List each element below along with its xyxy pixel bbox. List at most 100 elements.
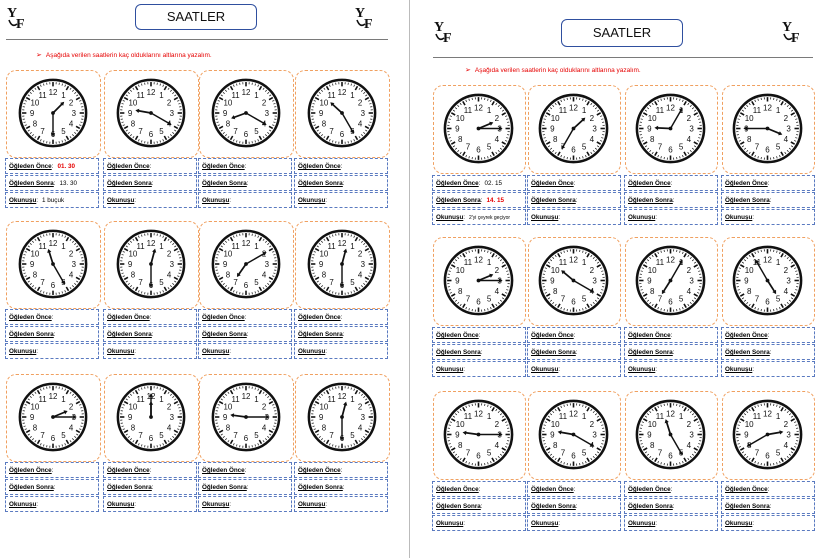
answer-before-noon-field[interactable]: Öğleden Önce: [432,327,526,343]
answer-after-noon-field[interactable]: Öğleden Sonra: [624,344,718,360]
svg-text:11: 11 [38,91,47,100]
answer-before-noon-field[interactable]: Öğleden Önce: [198,309,292,325]
answer-before-noon-field[interactable]: Öğleden Önce: [624,175,718,191]
answer-after-noon-field[interactable]: Öğleden Sonra: [624,192,718,208]
answer-before-noon-field[interactable]: Öğleden Önce: [294,462,388,478]
answer-after-noon-field[interactable]: Öğleden Sonra: [721,344,815,360]
answer-after-noon-field[interactable]: Öğleden Sonra: [721,192,815,208]
answer-after-noon-field[interactable]: Öğleden Sonra: [527,344,621,360]
answer-before-noon-field[interactable]: Öğleden Önce: [527,481,621,497]
answer-before-noon-field[interactable]: Öğleden Önce: [294,158,388,174]
answer-after-noon-field[interactable]: Öğleden Sonra: [198,326,292,342]
answer-after-noon-field[interactable]: Öğleden Sonra: [527,192,621,208]
answer-after-noon-field[interactable]: Öğleden Sonra: [432,344,526,360]
svg-text:7: 7 [561,295,566,304]
answer-before-noon-field[interactable]: Öğleden Önce: [294,309,388,325]
answer-before-noon-field[interactable]: Öğleden Önce: 01. 30 [5,158,99,174]
answer-reading-field[interactable]: Okunuşu: [294,343,388,359]
answer-reading-field[interactable]: Okunuşu: [527,515,621,531]
answer-before-noon-field[interactable]: Öğleden Önce: [721,327,815,343]
svg-text:5: 5 [679,295,684,304]
answer-reading-field[interactable]: Okunuşu: [721,515,815,531]
answer-after-noon-field[interactable]: Öğleden Sonra: [103,175,197,191]
answer-after-noon-field[interactable]: Öğleden Sonra: [527,498,621,514]
answer-before-noon-field[interactable]: Öğleden Önce: [5,309,99,325]
answer-after-noon-field[interactable]: Öğleden Sonra: [294,479,388,495]
answer-before-noon-field[interactable]: Öğleden Önce: [721,175,815,191]
answer-reading-field[interactable]: Okunuşu: [5,343,99,359]
svg-text:3: 3 [264,260,269,269]
clock-card: 123456789101112 [528,391,621,480]
answer-before-noon-field[interactable]: Öğleden Önce: [721,481,815,497]
answer-reading-field[interactable]: Okunuşu: [198,496,292,512]
answer-after-noon-label: Öğleden Sonra [531,197,576,204]
answer-reading-field[interactable]: Okunuşu: [721,209,815,225]
answer-before-noon-field[interactable]: Öğleden Önce: [5,462,99,478]
answer-after-noon-field[interactable]: Öğleden Sonra: 14. 15 [432,192,526,208]
svg-text:F: F [16,17,25,30]
svg-text:12: 12 [241,88,250,97]
svg-text:5: 5 [350,431,355,440]
answer-reading-field[interactable]: Okunuşu: [103,192,197,208]
answer-reading-field[interactable]: Okunuşu: [294,192,388,208]
answer-after-noon-field[interactable]: Öğleden Sonra: [5,326,99,342]
svg-text:7: 7 [138,127,142,136]
answer-after-noon-field[interactable]: Öğleden Sonra: [103,479,197,495]
answer-reading-field[interactable]: Okunuşu: [198,192,292,208]
answer-after-noon-field[interactable]: Öğleden Sonra: [103,326,197,342]
answer-reading-field[interactable]: Okunuşu: [432,515,526,531]
worksheet-title: SAATLER [135,4,257,30]
answer-reading-label: Okunuşu [9,197,37,204]
answer-reading-field[interactable]: Okunuşu: [103,496,197,512]
answer-after-noon-field[interactable]: Öğleden Sonra: [432,498,526,514]
answer-before-noon-field[interactable]: Öğleden Önce: [103,462,197,478]
answer-before-noon-field[interactable]: Öğleden Önce: [198,158,292,174]
svg-text:3: 3 [169,109,174,118]
answer-reading-field[interactable]: Okunuşu: [721,361,815,377]
answer-before-noon-label: Öğleden Önce [531,332,574,339]
answer-before-noon-field[interactable]: Öğleden Önce: [432,481,526,497]
answer-reading-field[interactable]: Okunuşu: [527,209,621,225]
answer-before-noon-field[interactable]: Öğleden Önce: [103,158,197,174]
answer-before-noon-field[interactable]: Öğleden Önce: 02. 15 [432,175,526,191]
answer-before-noon-field[interactable]: Öğleden Önce: [527,175,621,191]
answer-reading-field[interactable]: Okunuşu: [527,361,621,377]
svg-text:4: 4 [357,119,362,128]
svg-text:7: 7 [466,143,471,152]
answer-reading-field[interactable]: Okunuşu: [198,343,292,359]
answer-before-noon-label: Öğleden Önce [436,332,479,339]
answer-after-noon-field[interactable]: Öğleden Sonra: [624,498,718,514]
svg-text:4: 4 [784,135,789,144]
svg-text:5: 5 [776,449,781,458]
svg-text:11: 11 [559,258,568,267]
answer-before-noon-field[interactable]: Öğleden Önce: [527,327,621,343]
answer-reading-field[interactable]: Okunuşu: [103,343,197,359]
answer-before-noon-label: Öğleden Önce [107,163,150,170]
svg-text:2: 2 [357,98,361,107]
answer-before-noon-field[interactable]: Öğleden Önce: [624,327,718,343]
answer-reading-field[interactable]: Okunuşu: 1 buçuk [5,192,99,208]
answer-reading-field[interactable]: Okunuşu: [624,361,718,377]
svg-text:8: 8 [458,287,463,296]
answer-before-noon-field[interactable]: Öğleden Önce: [624,481,718,497]
clock-card: 123456789101112 [722,391,815,480]
answer-after-noon-field[interactable]: Öğleden Sonra: [294,175,388,191]
answer-reading-field[interactable]: Okunuşu: [294,496,388,512]
svg-text:6: 6 [476,146,481,155]
answer-after-noon-field[interactable]: Öğleden Sonra: [294,326,388,342]
answer-after-noon-field[interactable]: Öğleden Sonra: [198,479,292,495]
answer-reading-field[interactable]: Okunuşu: [624,209,718,225]
answer-after-noon-field[interactable]: Öğleden Sonra: [198,175,292,191]
answer-reading-field[interactable]: Okunuşu: [432,361,526,377]
answer-reading-field[interactable]: Okunuşu: [624,515,718,531]
answer-before-noon-field[interactable]: Öğleden Önce: [103,309,197,325]
answer-before-noon-field[interactable]: Öğleden Önce: [198,462,292,478]
svg-text:7: 7 [561,449,566,458]
answer-after-noon-field[interactable]: Öğleden Sonra: [5,479,99,495]
answer-reading-field[interactable]: Okunuşu: [5,496,99,512]
answer-reading-field[interactable]: Okunuşu: 2'yi çeyrek geçiyor [432,209,526,225]
answer-after-noon-field[interactable]: Öğleden Sonra: [721,498,815,514]
svg-text:9: 9 [127,109,132,118]
answer-after-noon-field[interactable]: Öğleden Sonra: 13. 30 [5,175,99,191]
answer-before-noon-label: Öğleden Önce [725,332,768,339]
